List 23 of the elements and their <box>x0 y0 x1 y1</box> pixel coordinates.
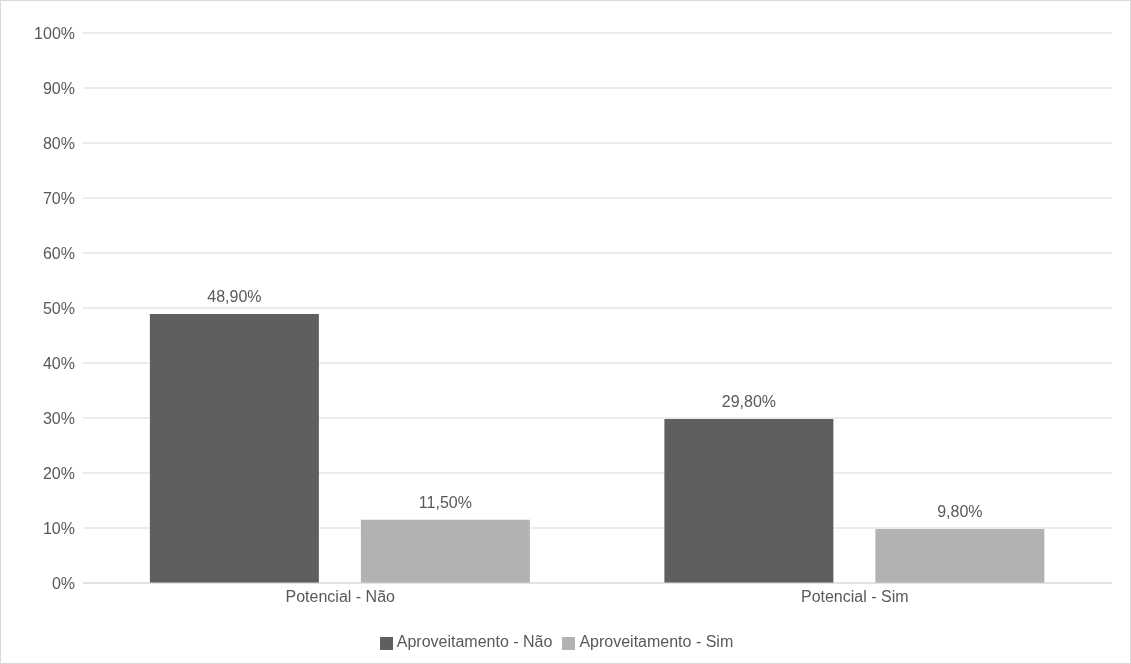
y-tick-label: 30% <box>42 409 75 427</box>
y-tick-label: 60% <box>42 244 75 262</box>
y-tick-label: 0% <box>51 574 75 592</box>
x-tick-label: Potencial - Não <box>285 588 396 606</box>
y-tick-label: 70% <box>42 189 75 207</box>
y-tick-label: 40% <box>42 354 75 372</box>
data-label: 9,80% <box>937 503 983 521</box>
y-tick-label: 100% <box>34 24 75 42</box>
data-label: 48,90% <box>207 288 262 306</box>
data-label: 29,80% <box>721 393 777 411</box>
bar <box>149 314 319 583</box>
y-tick-label: 50% <box>42 299 75 317</box>
y-tick-label: 80% <box>42 134 75 152</box>
y-tick-label: 10% <box>42 519 75 537</box>
y-tick-label: 20% <box>42 464 75 482</box>
data-label: 11,50% <box>418 493 472 511</box>
legend-label: Aproveitamento - Sim <box>579 633 734 650</box>
bar <box>664 419 834 583</box>
x-tick-label: Potencial - Sim <box>800 588 909 606</box>
bar <box>360 519 530 583</box>
bar <box>875 529 1045 583</box>
legend-label: Aproveitamento - Não <box>396 633 553 650</box>
y-tick-label: 90% <box>42 79 75 97</box>
